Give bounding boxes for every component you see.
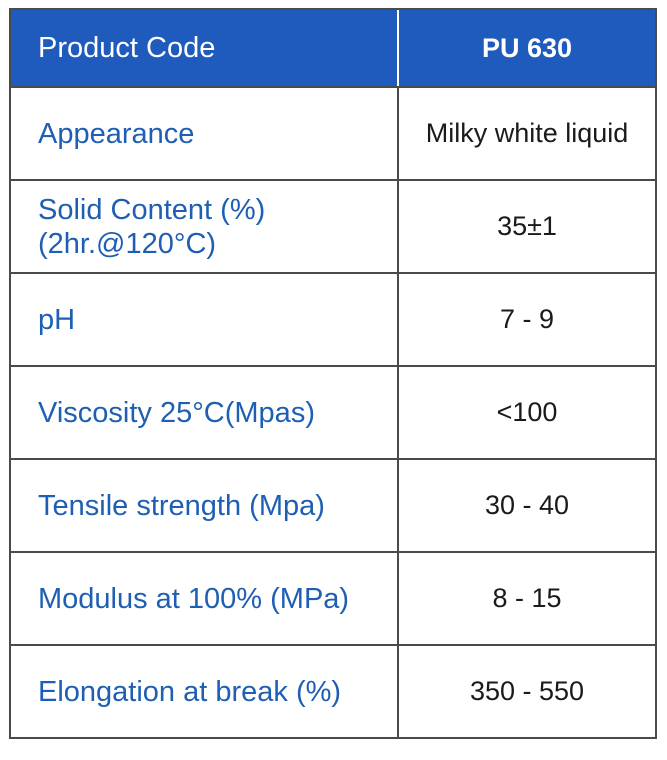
table-row-viscosity: Viscosity 25°C(Mpas) <100 <box>11 365 655 458</box>
row-value: Milky white liquid <box>425 118 629 148</box>
row-value: 8 - 15 <box>492 583 562 613</box>
row-value: <100 <box>496 397 558 427</box>
table-header-row: Product Code PU 630 <box>11 10 655 86</box>
row-label: Viscosity 25°C(Mpas) <box>11 367 399 458</box>
row-label: Solid Content (%) (2hr.@120°C) <box>11 181 399 272</box>
row-label-line1: Solid Content (%) <box>38 193 266 226</box>
row-value: 7 - 9 <box>499 304 555 334</box>
table-row-elongation: Elongation at break (%) 350 - 550 <box>11 644 655 737</box>
row-label: pH <box>11 274 399 365</box>
row-value: 35±1 <box>497 211 557 241</box>
row-value: 350 - 550 <box>469 676 585 706</box>
row-label: Elongation at break (%) <box>11 646 399 737</box>
spec-table: Product Code PU 630 Appearance Milky whi… <box>9 8 657 739</box>
table-row-appearance: Appearance Milky white liquid <box>11 86 655 179</box>
header-label-cell: Product Code <box>11 10 399 86</box>
table-row-modulus: Modulus at 100% (MPa) 8 - 15 <box>11 551 655 644</box>
row-label: Modulus at 100% (MPa) <box>11 553 399 644</box>
table-row-solid-content: Solid Content (%) (2hr.@120°C) 35±1 <box>11 179 655 272</box>
row-label: Appearance <box>11 88 399 179</box>
row-label: Tensile strength (Mpa) <box>11 460 399 551</box>
row-label-line2: (2hr.@120°C) <box>38 227 217 260</box>
table-row-tensile-strength: Tensile strength (Mpa) 30 - 40 <box>11 458 655 551</box>
table-row-ph: pH 7 - 9 <box>11 272 655 365</box>
header-product-code-cell: PU 630 <box>481 32 573 63</box>
row-value: 30 - 40 <box>484 490 570 520</box>
